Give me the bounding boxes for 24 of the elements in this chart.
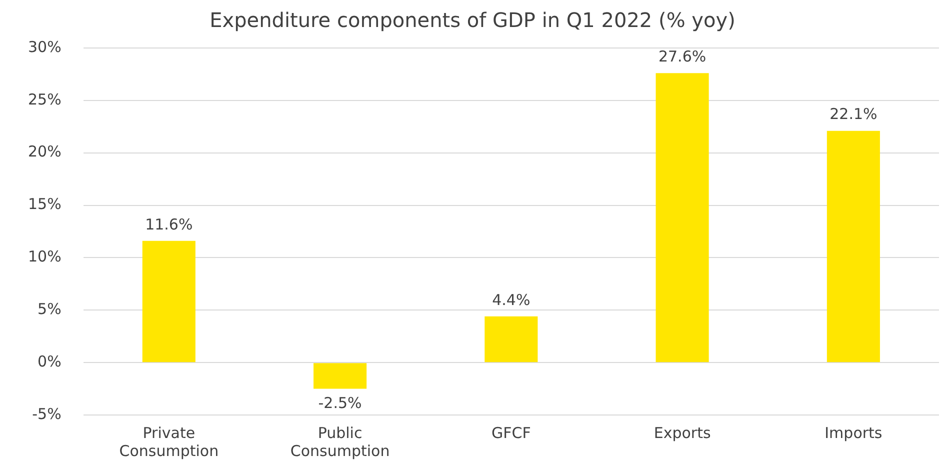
y-tick-label: -5% bbox=[32, 404, 62, 423]
data-label: 22.1% bbox=[830, 105, 878, 124]
y-tick-label: 20% bbox=[28, 142, 62, 161]
y-tick-label: 0% bbox=[38, 352, 62, 370]
bar bbox=[314, 363, 367, 389]
y-tick-label: 25% bbox=[28, 90, 62, 108]
y-tick-label: 10% bbox=[28, 248, 62, 266]
chart-title: Expenditure components of GDP in Q1 2022 (% yoy) bbox=[210, 8, 736, 32]
bar bbox=[656, 73, 709, 362]
bar bbox=[826, 130, 880, 362]
y-tick-label: 15% bbox=[28, 195, 62, 214]
x-tick-label: Private Consumption bbox=[119, 424, 219, 460]
x-tick-label: GFCF bbox=[491, 424, 531, 442]
x-tick-label: Public Consumption bbox=[290, 424, 390, 460]
data-label: 11.6% bbox=[145, 215, 193, 234]
data-label: 4.4% bbox=[492, 290, 530, 309]
bar bbox=[142, 240, 196, 362]
y-tick-label: 30% bbox=[28, 38, 62, 56]
x-tick-label: Exports bbox=[654, 424, 711, 442]
bar bbox=[484, 316, 538, 362]
data-label: 27.6% bbox=[658, 48, 706, 66]
data-label: -2.5% bbox=[318, 394, 362, 412]
x-tick-label: Imports bbox=[824, 424, 882, 442]
y-tick-label: 5% bbox=[38, 300, 62, 318]
